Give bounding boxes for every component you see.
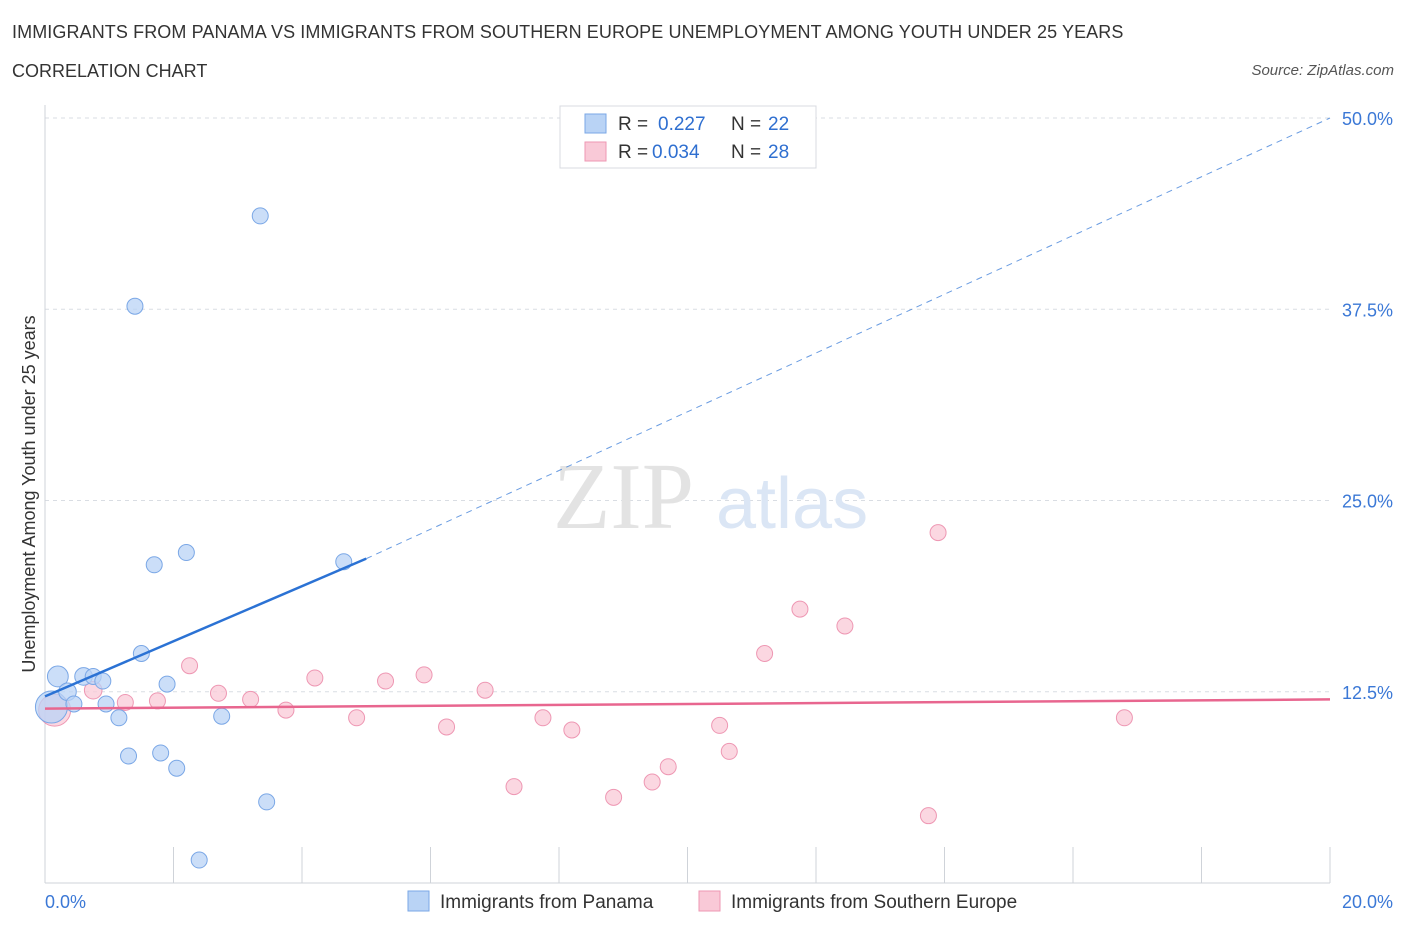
panama-point bbox=[177, 544, 195, 562]
europe-point bbox=[116, 693, 134, 711]
x-tick-label: 0.0% bbox=[45, 892, 86, 912]
y-tick-label: 12.5% bbox=[1342, 683, 1393, 703]
x-tick-labels: 0.0% 20.0% bbox=[45, 892, 1393, 912]
panama-point bbox=[94, 672, 112, 690]
legend-n-value-europe: 28 bbox=[768, 142, 789, 163]
y-axis-title: Unemployment Among Youth under 25 years bbox=[19, 315, 39, 672]
watermark-atlas: atlas bbox=[716, 464, 868, 544]
panama-point bbox=[190, 851, 208, 869]
europe-point bbox=[836, 617, 854, 635]
europe-point bbox=[209, 684, 227, 702]
panama-point bbox=[145, 556, 163, 574]
europe-point bbox=[919, 807, 937, 825]
panama-point bbox=[213, 707, 231, 725]
x-ticks bbox=[44, 847, 1331, 883]
europe-point bbox=[348, 709, 366, 727]
europe-point bbox=[756, 645, 774, 662]
panama-point bbox=[97, 695, 115, 713]
europe-point bbox=[1115, 709, 1133, 727]
panama-point bbox=[251, 207, 269, 225]
legend-swatch-europe bbox=[584, 141, 607, 162]
legend-r-label-panama: R = bbox=[618, 114, 648, 135]
panama-point bbox=[168, 759, 186, 777]
europe-point bbox=[242, 690, 260, 708]
panama-trend-extension bbox=[366, 117, 1331, 560]
series-southern-europe bbox=[38, 524, 1133, 825]
bottom-legend: Immigrants from Panama Immigrants from S… bbox=[407, 890, 1017, 913]
legend-n-value-panama: 22 bbox=[768, 114, 789, 135]
panama-point bbox=[152, 744, 170, 762]
y-tick-label: 37.5% bbox=[1342, 300, 1393, 320]
y-tick-labels: 12.5% 25.0% 37.5% 50.0% bbox=[1342, 109, 1393, 703]
europe-point bbox=[720, 742, 738, 760]
legend-r-value-panama: 0.227 bbox=[658, 114, 706, 135]
panama-trend-line bbox=[44, 557, 367, 698]
source-label: Source: ZipAtlas.com bbox=[1251, 62, 1394, 79]
grid-lines bbox=[45, 117, 1330, 693]
europe-point bbox=[534, 709, 552, 727]
europe-point bbox=[377, 672, 395, 690]
europe-point bbox=[438, 718, 456, 736]
panama-point bbox=[110, 709, 128, 727]
trend-lines bbox=[44, 117, 1331, 710]
legend-box: R = 0.227 N = 22 R = 0.034 N = 28 bbox=[559, 105, 817, 169]
panama-point bbox=[158, 675, 176, 693]
series-panama bbox=[34, 207, 353, 869]
europe-point bbox=[306, 669, 324, 687]
watermark-zip: ZIP bbox=[553, 445, 694, 549]
legend-swatch-panama bbox=[584, 113, 607, 134]
bottom-legend-label-panama: Immigrants from Panama bbox=[440, 892, 654, 913]
europe-point bbox=[929, 524, 947, 542]
europe-point bbox=[643, 773, 661, 791]
bottom-legend-label-europe: Immigrants from Southern Europe bbox=[731, 892, 1017, 913]
panama-point bbox=[120, 747, 138, 765]
legend-r-label-europe: R = bbox=[618, 142, 648, 163]
watermark: ZIP atlas bbox=[553, 445, 868, 549]
europe-point bbox=[181, 657, 199, 675]
europe-point bbox=[415, 666, 433, 684]
europe-point bbox=[605, 788, 623, 806]
europe-point bbox=[659, 758, 677, 776]
europe-point bbox=[277, 701, 295, 719]
panama-point bbox=[126, 297, 144, 315]
europe-point bbox=[711, 716, 729, 734]
x-tick-label: 20.0% bbox=[1342, 892, 1393, 912]
europe-point bbox=[505, 778, 523, 796]
bottom-legend-swatch-europe bbox=[698, 890, 721, 912]
europe-point bbox=[476, 681, 494, 699]
europe-point bbox=[563, 721, 581, 739]
europe-point bbox=[791, 600, 809, 618]
europe-trend-line bbox=[44, 698, 1331, 710]
y-tick-label: 50.0% bbox=[1342, 109, 1393, 129]
y-tick-label: 25.0% bbox=[1342, 492, 1393, 512]
panama-point bbox=[258, 793, 276, 811]
legend-n-label-europe: N = bbox=[731, 142, 761, 163]
bottom-legend-swatch-panama bbox=[407, 890, 430, 912]
legend-n-label-panama: N = bbox=[731, 114, 761, 135]
panama-point bbox=[46, 665, 69, 688]
legend-r-value-europe: 0.034 bbox=[652, 142, 700, 163]
chart-subtitle: CORRELATION CHART bbox=[12, 61, 208, 81]
chart-title: IMMIGRANTS FROM PANAMA VS IMMIGRANTS FRO… bbox=[12, 22, 1124, 42]
